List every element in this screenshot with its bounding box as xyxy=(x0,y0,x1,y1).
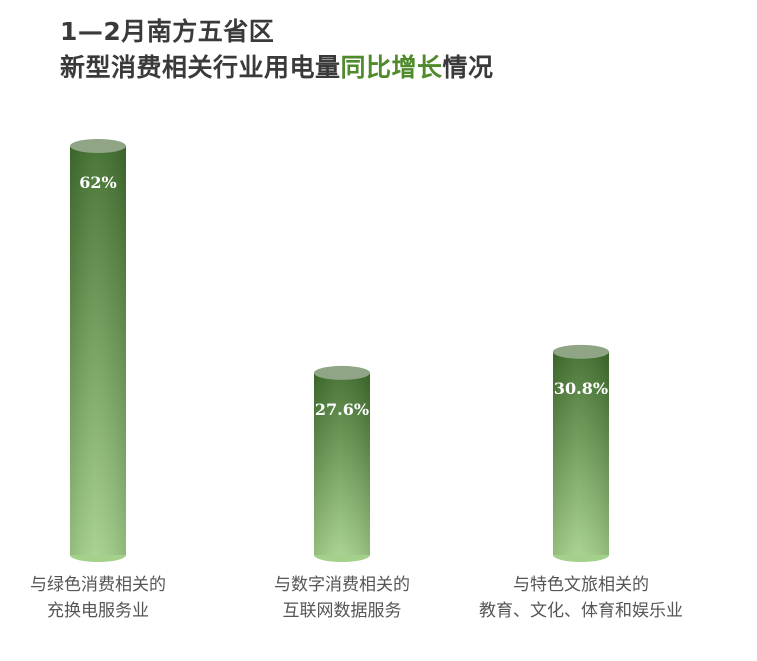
bar-1: 62% xyxy=(70,139,126,562)
value-label: 27.6% xyxy=(315,400,369,419)
bar-cap xyxy=(314,365,370,380)
bar-shade xyxy=(70,146,126,555)
title-line-2-suffix: 情况 xyxy=(442,53,494,82)
category-label-line: 与数字消费相关的 xyxy=(274,575,410,595)
title-line-1: 1—2月南方五省区 xyxy=(60,17,275,46)
bar-2: 27.6% xyxy=(314,365,370,562)
value-label: 30.8% xyxy=(554,379,608,398)
bar-3: 30.8% xyxy=(553,344,609,562)
category-label-line: 教育、文化、体育和娱乐业 xyxy=(479,601,683,621)
category-label-line: 与特色文旅相关的 xyxy=(513,575,649,595)
title-highlight: 同比增长 xyxy=(340,53,443,82)
value-label: 62% xyxy=(79,173,116,192)
title-line-2-prefix: 新型消费相关行业用电量 xyxy=(60,53,341,82)
bar-cap xyxy=(553,344,609,359)
category-label-line: 与绿色消费相关的 xyxy=(30,575,166,595)
category-label-3: 与特色文旅相关的教育、文化、体育和娱乐业 xyxy=(456,572,706,624)
bar-cap xyxy=(70,139,126,153)
title-line-2: 新型消费相关行业用电量同比增长情况 xyxy=(60,50,494,86)
bar-shade xyxy=(314,372,370,555)
category-label-2: 与数字消费相关的 互联网数据服务 xyxy=(217,572,467,624)
bar-shade xyxy=(553,351,609,555)
category-label-line: 充换电服务业 xyxy=(47,601,149,621)
category-label-line: 互联网数据服务 xyxy=(282,601,402,621)
chart-title: 1—2月南方五省区 新型消费相关行业用电量同比增长情况 xyxy=(60,14,494,86)
category-label-1: 与绿色消费相关的 充换电服务业 xyxy=(0,572,223,624)
